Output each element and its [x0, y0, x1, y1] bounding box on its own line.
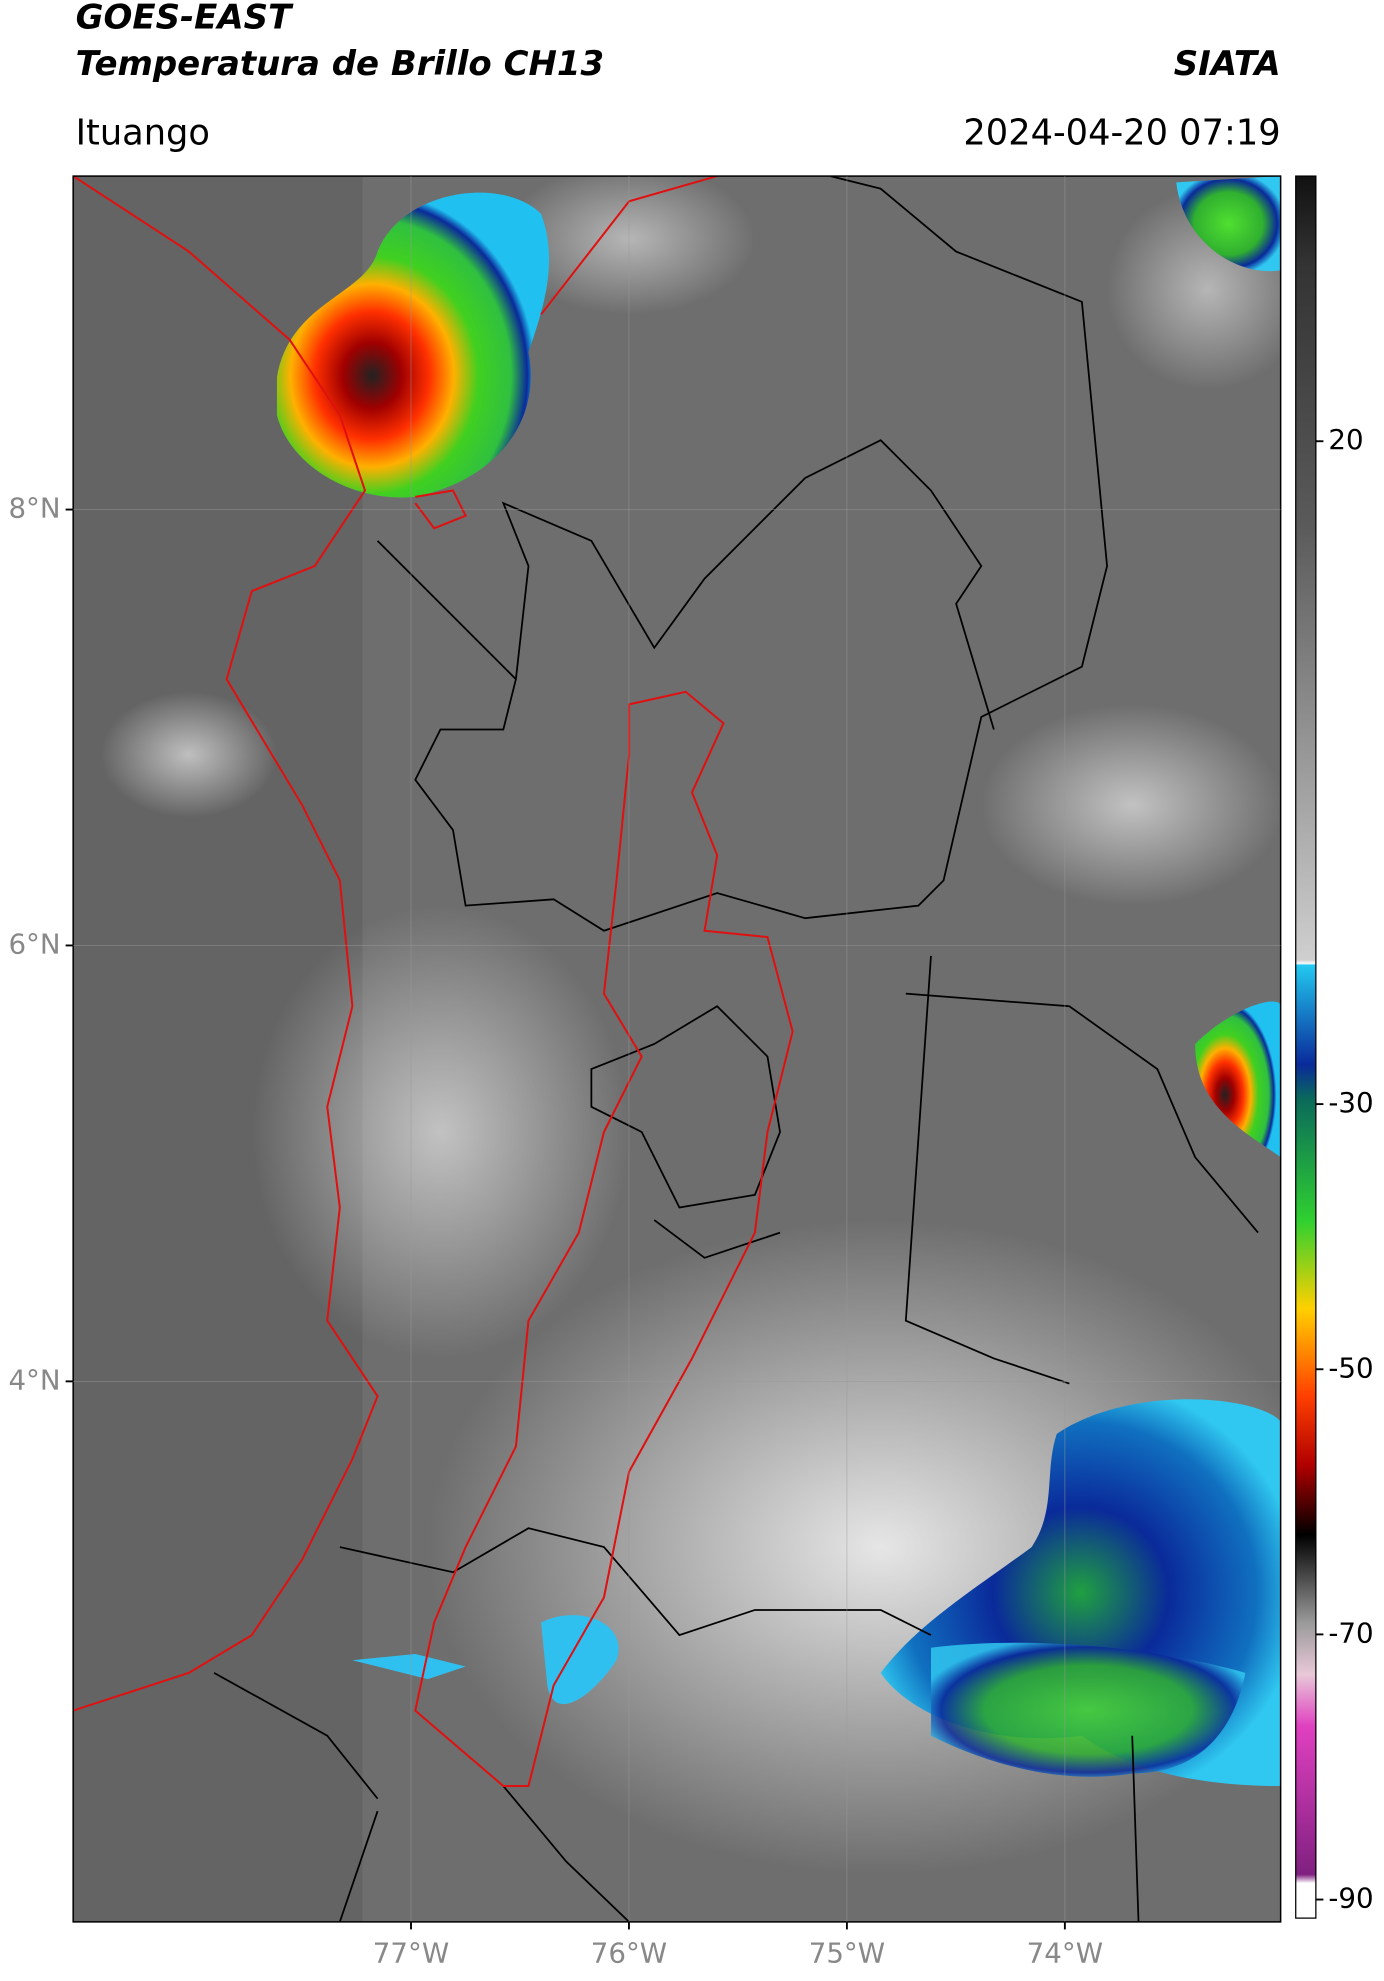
- x-tick-label: 76°W: [591, 1937, 667, 1970]
- boundary-red: [73, 176, 794, 1788]
- storm: [1195, 1001, 1281, 1158]
- cloud: [100, 691, 277, 818]
- colorbar-tick-label: -30: [1328, 1086, 1373, 1119]
- y-tick-label: 4°N: [8, 1363, 60, 1396]
- x-tick-label: 77°W: [373, 1937, 449, 1970]
- colorbar-tick-label: -70: [1328, 1616, 1373, 1649]
- cloud: [981, 704, 1281, 906]
- colorbar-tick-label: -90: [1328, 1882, 1373, 1915]
- storm: [352, 1653, 466, 1680]
- colorbar-tick-label: -50: [1328, 1351, 1373, 1384]
- cloud: [251, 905, 630, 1359]
- x-tick-label: 75°W: [809, 1937, 885, 1970]
- imagery: [73, 176, 1281, 1922]
- title: GOES-EAST: [76, 0, 294, 37]
- admin-border: [213, 176, 1259, 1922]
- colorbar-tick-label: 20: [1328, 423, 1363, 456]
- storm: [1176, 176, 1281, 272]
- location: Ituango: [76, 113, 210, 154]
- timestamp: 2024-04-20 07:19: [963, 113, 1280, 154]
- map-frame: [72, 175, 1282, 1923]
- y-tick-label: 6°N: [8, 927, 60, 960]
- source: SIATA: [1174, 44, 1281, 84]
- y-tick-label: 8°N: [8, 492, 60, 525]
- storm: [541, 1615, 619, 1705]
- subtitle: Temperatura de Brillo CH13: [76, 44, 604, 84]
- x-tick-label: 74°W: [1027, 1937, 1103, 1970]
- storm: [276, 192, 550, 498]
- storm: [930, 1642, 1246, 1777]
- colorbar: [1295, 175, 1317, 1919]
